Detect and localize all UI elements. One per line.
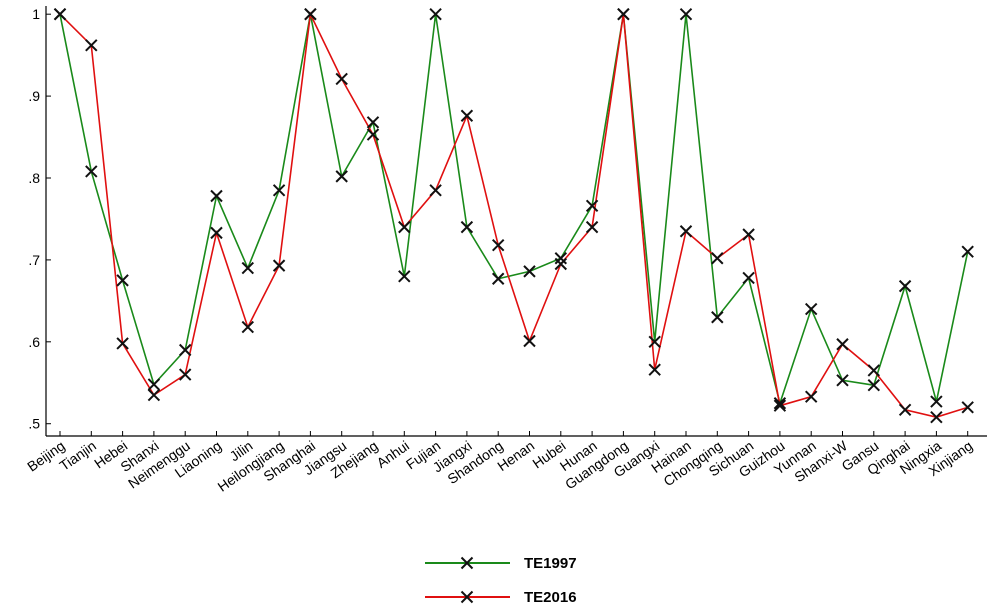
- legend-item: TE1997: [425, 555, 577, 572]
- data-point-TE2016: [898, 403, 912, 416]
- data-point-TE1997: [930, 395, 943, 408]
- data-point-TE1997: [554, 252, 568, 265]
- data-point-TE1997: [898, 279, 912, 293]
- data-point-TE1997: [398, 270, 411, 283]
- data-point-TE2016: [366, 128, 380, 141]
- data-point-TE1997: [366, 116, 380, 129]
- data-point-TE1997: [711, 311, 724, 324]
- series-line-TE1997: [59, 14, 969, 407]
- series-TE2016: [59, 11, 968, 418]
- data-point-TE1997: [836, 374, 849, 387]
- data-point-TE2016: [116, 337, 129, 350]
- data-point-TE2016: [679, 225, 693, 238]
- data-point-TE2016: [304, 7, 317, 21]
- data-point-TE2016: [335, 72, 348, 86]
- markers-TE1997: [53, 7, 974, 410]
- data-point-TE1997: [460, 220, 474, 234]
- y-tick-label: .7: [28, 252, 40, 268]
- data-point-TE1997: [867, 379, 881, 392]
- data-point-TE2016: [930, 410, 943, 424]
- data-point-TE1997: [961, 245, 974, 258]
- markers-TE2016: [53, 7, 974, 424]
- legend-marker: [460, 556, 474, 570]
- data-point-TE1997: [272, 184, 286, 197]
- data-point-TE1997: [742, 271, 755, 285]
- y-tick-label: .5: [28, 416, 40, 432]
- data-point-TE2016: [742, 228, 755, 241]
- legend-marker: [460, 590, 474, 604]
- data-point-TE2016: [241, 320, 255, 334]
- data-point-TE2016: [210, 226, 223, 240]
- data-point-TE2016: [272, 259, 286, 272]
- x-tick-label: Anhui: [374, 437, 413, 471]
- data-point-TE2016: [773, 399, 787, 412]
- series-line-TE2016: [59, 11, 968, 418]
- x-tick-label: Henan: [494, 437, 537, 474]
- y-tick-label: .8: [28, 170, 40, 186]
- data-point-TE2016: [491, 238, 505, 252]
- y-tick-label: 1: [32, 6, 40, 22]
- data-point-TE2016: [147, 388, 161, 402]
- y-tick-label: .6: [28, 334, 40, 350]
- data-point-TE2016: [53, 7, 67, 21]
- data-point-TE2016: [585, 220, 599, 234]
- data-point-TE1997: [210, 189, 223, 203]
- data-point-TE2016: [961, 401, 974, 414]
- data-point-TE2016: [804, 390, 818, 403]
- data-point-TE1997: [804, 302, 818, 316]
- legend-label: TE1997: [524, 555, 577, 572]
- legend-label: TE2016: [524, 589, 577, 606]
- data-point-TE1997: [85, 165, 98, 178]
- data-point-TE1997: [116, 274, 129, 287]
- data-point-TE2016: [836, 338, 849, 351]
- legend: TE1997 TE2016: [425, 555, 577, 606]
- data-point-TE1997: [491, 272, 505, 285]
- data-point-TE1997: [648, 335, 661, 349]
- data-point-TE2016: [554, 257, 568, 271]
- data-point-TE1997: [523, 265, 536, 278]
- legend-item: TE2016: [425, 589, 577, 606]
- data-point-TE2016: [617, 7, 630, 21]
- series-TE1997: [59, 14, 969, 407]
- y-tick-label: .9: [28, 88, 40, 104]
- data-point-TE1997: [335, 170, 348, 183]
- axes: .5.6.7.8.91BeijingTianjinHebeiShanxiNeim…: [24, 6, 987, 495]
- data-point-TE2016: [648, 363, 661, 376]
- data-point-TE1997: [178, 343, 192, 357]
- data-point-TE2016: [711, 252, 724, 265]
- data-point-TE2016: [178, 368, 192, 381]
- data-point-TE1997: [429, 7, 442, 21]
- data-point-TE1997: [679, 7, 693, 21]
- data-point-TE1997: [773, 397, 787, 410]
- data-point-TE2016: [523, 334, 536, 348]
- data-point-TE2016: [867, 364, 881, 377]
- data-point-TE2016: [85, 39, 98, 52]
- x-tick-label: Tianjin: [56, 437, 99, 473]
- data-point-TE1997: [147, 378, 161, 391]
- data-point-TE1997: [585, 199, 599, 213]
- data-point-TE2016: [398, 220, 411, 234]
- data-point-TE2016: [429, 184, 442, 197]
- data-point-TE2016: [460, 109, 474, 122]
- data-point-TE1997: [241, 261, 255, 275]
- series-layer: [53, 7, 974, 424]
